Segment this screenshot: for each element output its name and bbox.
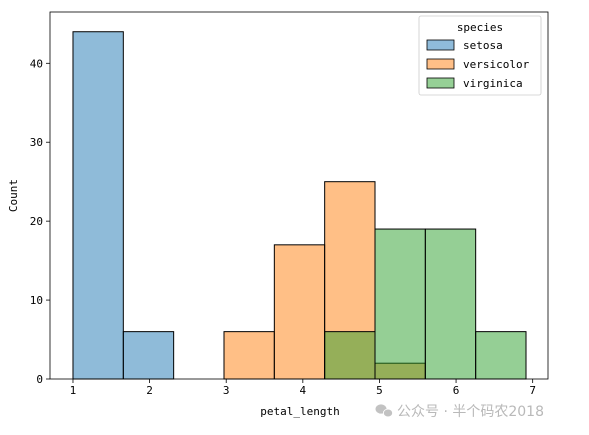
legend-items: setosa versicolor virginica — [426, 39, 530, 90]
y-tick-label: 30 — [30, 136, 43, 149]
legend-title: species — [457, 21, 503, 34]
watermark: 公众号 · 半个码农2018 — [375, 404, 544, 420]
bar-versicolor-bin-4 — [273, 244, 326, 380]
axes-frame — [49, 11, 549, 380]
y-axis-label: Count — [7, 179, 20, 212]
bar-virginica-bin-5 — [324, 331, 376, 380]
y-tick-label: 0 — [36, 373, 43, 386]
x-tick-label: 1 — [70, 384, 77, 397]
x-tick-label: 7 — [529, 384, 536, 397]
bar-virginica-bin-6 — [374, 228, 426, 380]
x-tick-label: 2 — [146, 384, 153, 397]
legend-box — [418, 15, 542, 96]
x-tick-label: 6 — [453, 384, 460, 397]
legend-swatch-versicolor — [426, 58, 455, 70]
legend-label-setosa: setosa — [463, 39, 503, 52]
wechat-icon — [375, 404, 393, 418]
y-tick-label: 20 — [30, 215, 43, 228]
y-tick-label: 10 — [30, 294, 43, 307]
legend-swatch-virginica — [426, 77, 455, 89]
watermark-text: 公众号 · 半个码农2018 — [397, 404, 544, 420]
x-tick-label: 4 — [300, 384, 307, 397]
x-tick-label: 3 — [223, 384, 230, 397]
x-tick-label: 5 — [376, 384, 383, 397]
x-axis-label: petal_length — [260, 405, 339, 418]
bar-virginica-bin-7 — [424, 228, 477, 380]
y-tick-label: 40 — [30, 57, 43, 70]
bar-virginica-bin-8 — [475, 331, 527, 380]
legend-label-virginica: virginica — [463, 77, 523, 90]
bar-setosa-bin-0 — [72, 31, 124, 380]
y-axis-ticks: 0 10 20 30 40 — [30, 57, 50, 386]
bar-setosa-bin-1 — [122, 331, 175, 380]
legend-label-versicolor: versicolor — [463, 58, 530, 71]
legend: species setosa versicolor virginica — [418, 15, 542, 96]
legend-swatch-setosa — [426, 39, 455, 51]
x-axis-ticks: 1 2 3 4 5 6 7 — [70, 379, 536, 397]
bar-versicolor-bin-3 — [223, 331, 275, 380]
bars-layer — [72, 31, 527, 380]
